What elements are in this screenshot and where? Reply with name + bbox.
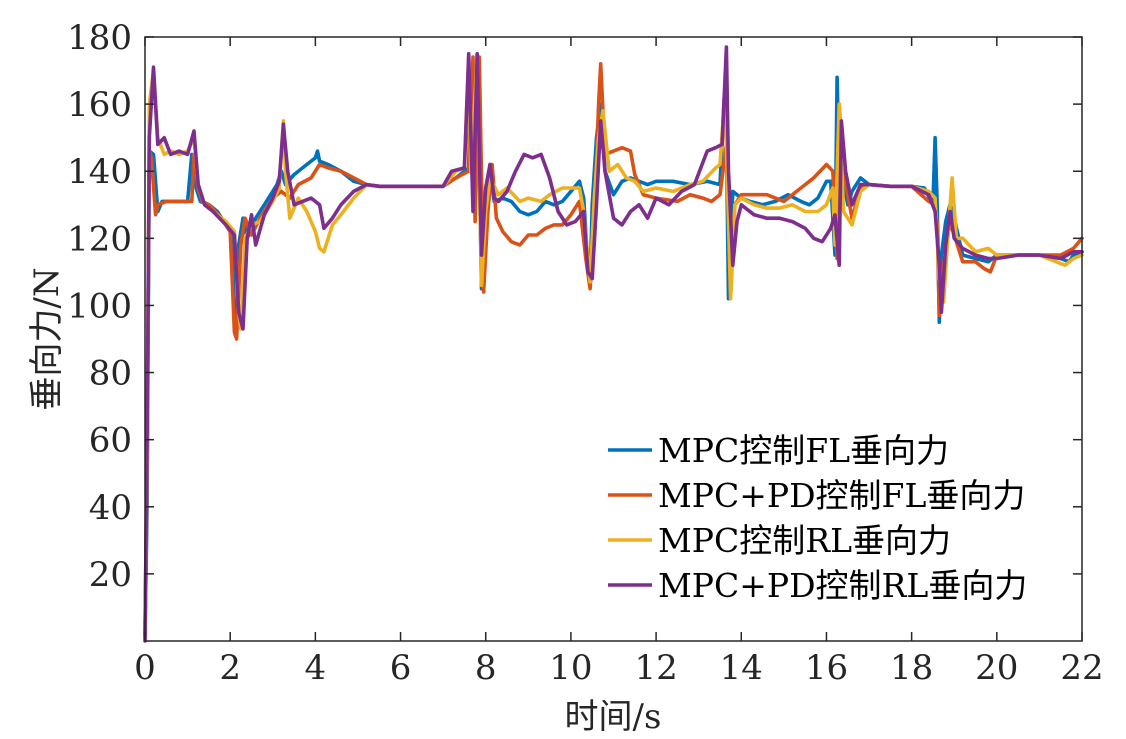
x-tick-label: 20 [975,648,1018,688]
x-tick-label: 18 [890,648,933,688]
y-tick-label: 100 [67,286,132,326]
y-tick-label: 20 [89,555,132,595]
y-tick-label: 140 [67,152,132,192]
x-tick-label: 6 [390,648,412,688]
x-tick-label: 4 [305,648,327,688]
legend-label-4: MPC+PD控制RL垂向力 [658,566,1027,605]
series-line-4 [143,45,1084,643]
legend-label-2: MPC+PD控制FL垂向力 [658,476,1025,515]
axes-frame [144,36,1083,642]
y-tick-label: 180 [67,18,132,58]
x-tick-label: 2 [219,648,241,688]
legend-label-1: MPC控制FL垂向力 [658,431,949,470]
x-axis-title: 时间/s [565,697,662,737]
y-tick-label: 160 [67,85,132,125]
plot-area [143,45,1084,643]
x-tick-label: 12 [634,648,677,688]
y-axis: 20 40 60 80 100 120 140 160 180 [67,18,1082,595]
x-tick-label: 0 [134,648,156,688]
x-axis: 0 2 4 6 8 10 12 14 16 18 20 22 [134,37,1104,688]
x-tick-label: 14 [720,648,763,688]
x-tick-label: 16 [805,648,848,688]
y-tick-label: 80 [89,354,132,394]
x-tick-label: 8 [475,648,497,688]
y-tick-label: 40 [89,488,132,528]
y-axis-title: 垂向力/N [27,267,67,410]
y-tick-label: 60 [89,421,132,461]
x-tick-label: 22 [1060,648,1103,688]
legend: MPC控制FL垂向力 MPC+PD控制FL垂向力 MPC控制RL垂向力 MPC+PD控… [608,431,1027,605]
x-tick-label: 10 [549,648,592,688]
y-tick-label: 120 [67,219,132,259]
legend-label-3: MPC控制RL垂向力 [658,521,951,560]
